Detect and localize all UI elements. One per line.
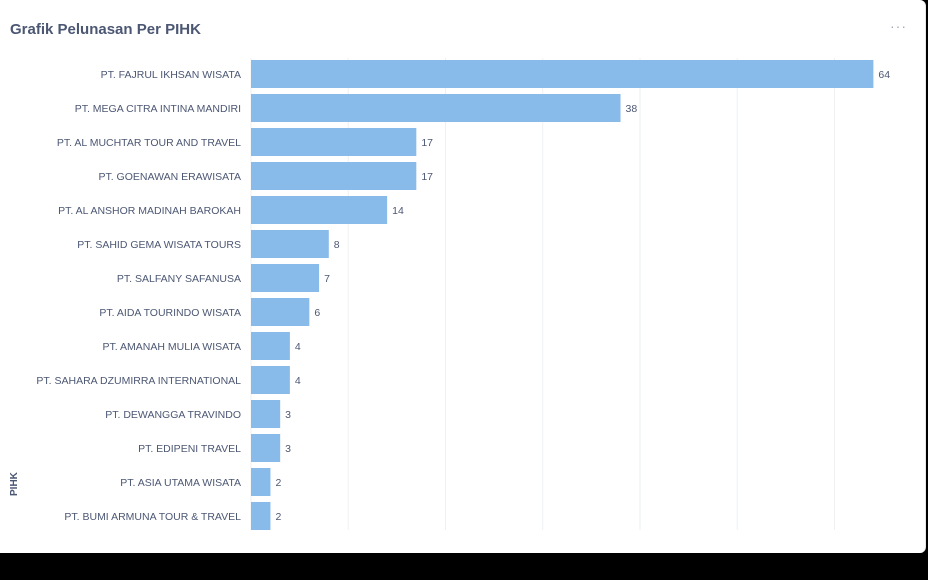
chart-title: Grafik Pelunasan Per PIHK — [10, 21, 201, 38]
bar[interactable] — [251, 434, 281, 462]
value-label: 4 — [295, 375, 301, 387]
more-options-icon[interactable]: ··· — [890, 18, 907, 34]
bar[interactable] — [251, 162, 417, 190]
value-label: 7 — [324, 273, 330, 285]
bar[interactable] — [251, 94, 621, 122]
category-label: PT. AMANAH MULIA WISATA — [103, 341, 241, 353]
value-label: 64 — [878, 69, 890, 81]
category-label: PT. DEWANGGA TRAVINDO — [105, 409, 241, 421]
bar[interactable] — [251, 502, 271, 530]
bar[interactable] — [251, 196, 388, 224]
bar[interactable] — [251, 332, 290, 360]
category-label: PT. AIDA TOURINDO WISATA — [99, 307, 241, 319]
category-label: PT. GOENAWAN ERAWISATA — [98, 171, 241, 183]
value-label: 8 — [334, 239, 340, 251]
category-label: PT. SAHARA DZUMIRRA INTERNATIONAL — [36, 375, 241, 387]
bar[interactable] — [251, 298, 310, 326]
value-label: 4 — [295, 341, 301, 353]
bar[interactable] — [251, 400, 281, 428]
bar[interactable] — [251, 128, 417, 156]
value-label: 2 — [275, 511, 281, 523]
category-label: PT. ASIA UTAMA WISATA — [120, 477, 241, 489]
bar[interactable] — [251, 366, 290, 394]
value-label: 14 — [392, 205, 404, 217]
bar[interactable] — [251, 60, 874, 88]
category-label: PT. EDIPENI TRAVEL — [138, 443, 241, 455]
chart-card: Grafik Pelunasan Per PIHK ··· PIHK PT. F… — [0, 0, 926, 553]
category-label: PT. SAHID GEMA WISATA TOURS — [77, 239, 241, 251]
value-label: 2 — [275, 477, 281, 489]
value-label: 17 — [421, 171, 433, 183]
bar[interactable] — [251, 264, 320, 292]
value-label: 6 — [314, 307, 320, 319]
category-label: PT. AL ANSHOR MADINAH BAROKAH — [58, 205, 241, 217]
category-label: PT. SALFANY SAFANUSA — [117, 273, 241, 285]
category-label: PT. MEGA CITRA INTINA MANDIRI — [75, 103, 241, 115]
category-label: PT. FAJRUL IKHSAN WISATA — [101, 69, 241, 81]
bar[interactable] — [251, 468, 271, 496]
category-label: PT. AL MUCHTAR TOUR AND TRAVEL — [57, 137, 241, 149]
value-label: 3 — [285, 409, 291, 421]
value-label: 3 — [285, 443, 291, 455]
bar[interactable] — [251, 230, 329, 258]
category-label: PT. BUMI ARMUNA TOUR & TRAVEL — [64, 511, 241, 523]
value-label: 38 — [626, 103, 638, 115]
value-label: 17 — [421, 137, 433, 149]
